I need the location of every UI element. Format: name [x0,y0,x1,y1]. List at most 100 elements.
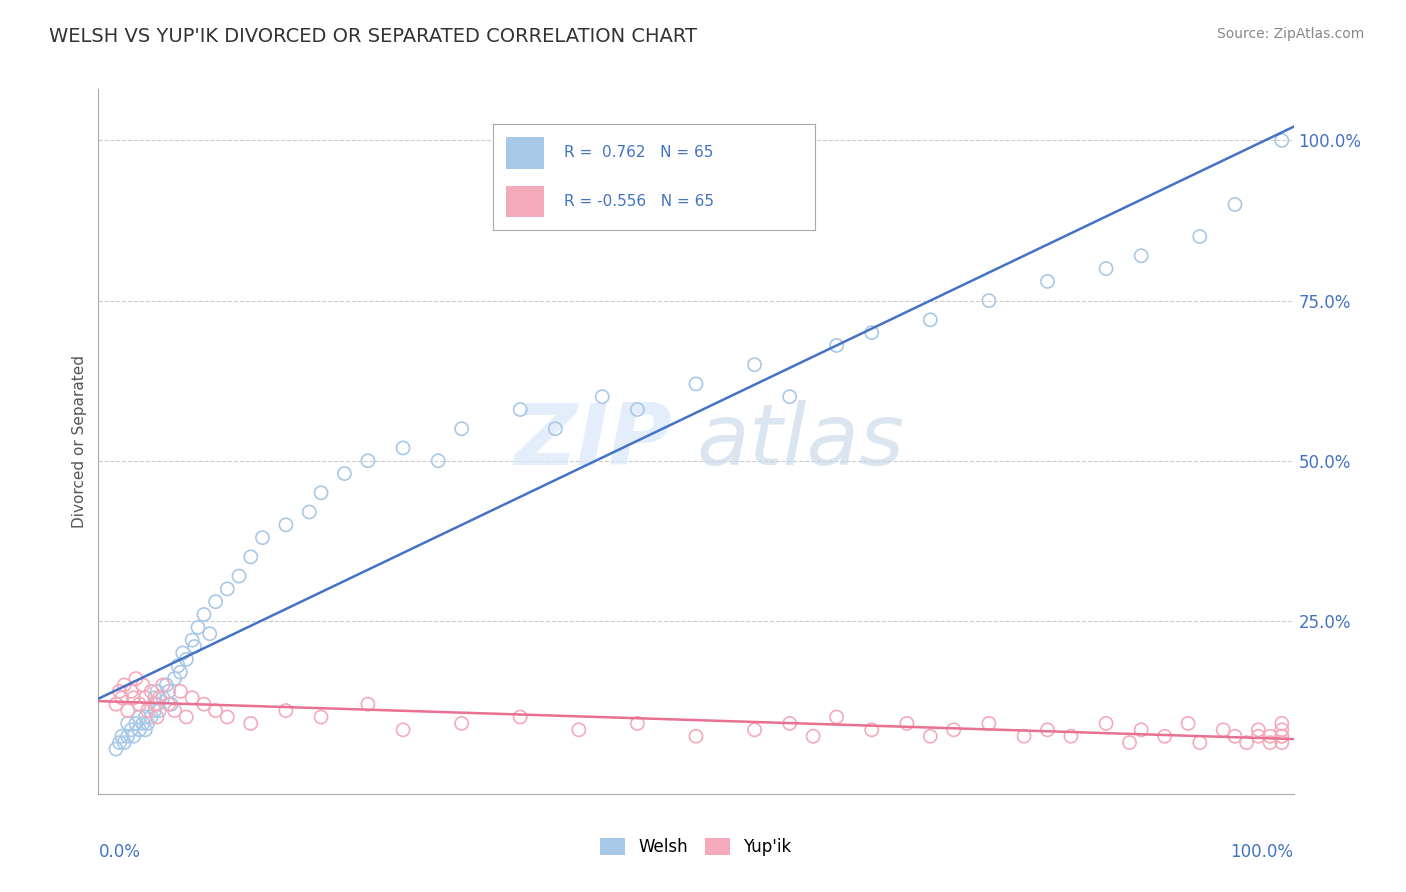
Point [860,326,883,340]
Point [274,517,297,532]
Point [134,710,156,724]
Point [568,723,591,737]
Text: 100.0%: 100.0% [1230,843,1294,861]
Point [392,723,415,737]
Point [174,652,197,666]
Point [146,684,169,698]
Point [122,729,145,743]
Point [779,390,801,404]
Point [1212,723,1234,737]
Point [132,678,155,692]
Point [309,710,332,724]
Point [1271,729,1294,743]
Point [169,684,191,698]
Point [1012,729,1035,743]
Point [239,716,262,731]
Point [120,723,142,737]
Point [157,684,180,698]
Point [1095,261,1118,276]
Point [134,690,156,705]
Point [181,633,204,648]
Point [136,704,159,718]
Point [509,710,531,724]
Point [1130,249,1153,263]
Point [977,293,1000,308]
Point [146,697,169,711]
Point [143,690,166,705]
Point [117,704,139,718]
Point [1247,723,1270,737]
Point [193,607,215,622]
Point [217,710,239,724]
Point [427,454,450,468]
Point [1271,133,1294,147]
Text: Source: ZipAtlas.com: Source: ZipAtlas.com [1216,27,1364,41]
Point [141,684,163,698]
Point [112,736,135,750]
Point [174,710,197,724]
Point [204,704,226,718]
Point [1130,723,1153,737]
Point [1153,729,1175,743]
Point [122,690,145,705]
Point [1223,197,1246,211]
Point [626,402,648,417]
Point [128,723,150,737]
Point [128,710,150,724]
Text: WELSH VS YUP'IK DIVORCED OR SEPARATED CORRELATION CHART: WELSH VS YUP'IK DIVORCED OR SEPARATED CO… [49,27,697,45]
Point [591,390,613,404]
Point [1271,736,1294,750]
Point [125,672,148,686]
Point [148,690,170,705]
Point [160,697,183,711]
Point [181,690,204,705]
Point [187,620,209,634]
Point [163,704,186,718]
Point [333,467,356,481]
Point [825,710,848,724]
Point [544,422,567,436]
Point [274,704,297,718]
Point [146,710,169,724]
Point [744,358,766,372]
Point [1258,729,1281,743]
Point [152,690,174,705]
Legend: Welsh, Yup'ik: Welsh, Yup'ik [593,831,799,863]
Text: ZIP: ZIP [515,400,672,483]
Point [108,684,131,698]
Point [141,710,163,724]
Point [132,716,155,731]
Point [1060,729,1083,743]
Point [157,697,180,711]
Point [450,422,472,436]
Point [1177,716,1199,731]
Point [825,338,848,352]
Text: 0.0%: 0.0% [98,843,141,861]
Point [217,582,239,596]
Point [1036,723,1059,737]
Point [183,640,205,654]
Point [920,729,942,743]
Point [450,716,472,731]
Point [1271,716,1294,731]
Point [1271,723,1294,737]
Point [298,505,321,519]
Point [228,569,250,583]
Point [198,626,221,640]
Point [779,716,801,731]
Point [896,716,918,731]
Point [193,697,215,711]
Point [744,723,766,737]
Point [128,697,150,711]
Point [1188,736,1211,750]
Point [172,646,194,660]
Point [148,704,170,718]
Point [920,313,942,327]
Point [626,716,648,731]
Point [112,678,135,692]
Point [134,723,156,737]
Point [357,454,380,468]
Point [801,729,824,743]
Point [152,678,174,692]
Point [1118,736,1140,750]
